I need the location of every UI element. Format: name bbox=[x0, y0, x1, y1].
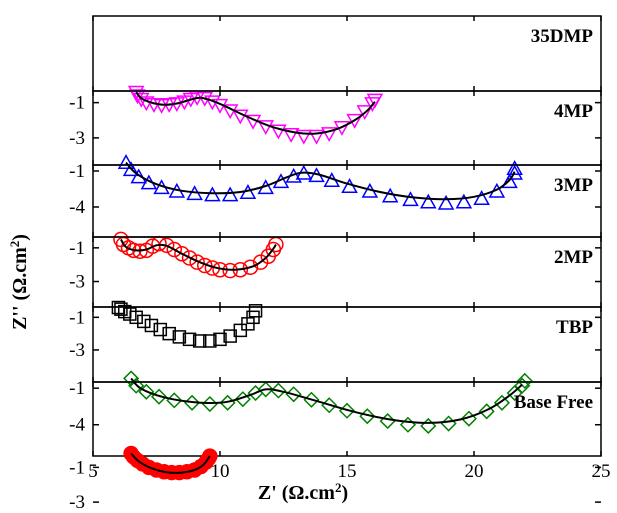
panel-frame bbox=[92, 164, 602, 238]
data-point bbox=[242, 259, 259, 275]
data-point bbox=[356, 105, 374, 120]
data-point bbox=[166, 241, 183, 258]
panel-2mp: -3 -1 2MP bbox=[69, 236, 602, 361]
panels-layer: -3-135DMP-4-14MP-3-13MP-3-12MP-4-1TBP-3-… bbox=[69, 15, 602, 513]
panel-frame bbox=[92, 90, 602, 166]
data-point bbox=[455, 193, 473, 209]
y-tick-label: -1 bbox=[69, 378, 85, 399]
y-tick-label: -3 bbox=[69, 272, 85, 293]
data-point bbox=[172, 330, 187, 344]
panel-3mp: -3 -1 3MP bbox=[69, 164, 602, 293]
data-point bbox=[285, 386, 302, 403]
data-point bbox=[201, 395, 218, 413]
data-point bbox=[129, 310, 143, 325]
x-tick-label: 5 bbox=[88, 461, 98, 482]
panel-label: 4MP bbox=[554, 101, 593, 122]
data-point bbox=[114, 302, 128, 316]
fit-line bbox=[135, 91, 376, 135]
data-point bbox=[473, 190, 490, 205]
y-tick-label: -1 bbox=[69, 161, 85, 182]
y-tick-label: -4 bbox=[69, 415, 85, 436]
data-point bbox=[174, 245, 190, 262]
panel-label: Base Free bbox=[514, 392, 593, 413]
data-point bbox=[501, 173, 518, 189]
panel-label: 2MP bbox=[554, 247, 593, 268]
data-point bbox=[420, 417, 437, 435]
panel-frame bbox=[92, 15, 602, 92]
data-point bbox=[122, 161, 140, 177]
y-axis-title: Z'' (Ω.cm2) bbox=[7, 234, 32, 330]
data-point bbox=[257, 120, 274, 135]
data-point bbox=[232, 109, 249, 125]
x-tick-label: 20 bbox=[465, 461, 484, 482]
data-point bbox=[183, 394, 201, 411]
data-point bbox=[221, 186, 239, 202]
data-point bbox=[295, 129, 313, 145]
data-point bbox=[270, 382, 287, 399]
data-point bbox=[366, 93, 384, 109]
data-point bbox=[129, 89, 146, 105]
panel-4mp: -4 -1 4MP bbox=[69, 90, 602, 218]
data-point bbox=[420, 193, 437, 209]
panel-label: 3MP bbox=[554, 175, 593, 196]
data-point bbox=[128, 377, 145, 394]
data-point bbox=[320, 127, 338, 143]
data-point bbox=[117, 154, 135, 169]
panel-label: TBP bbox=[556, 317, 593, 338]
x-tick-label: 10 bbox=[211, 461, 230, 482]
fit-line bbox=[130, 452, 211, 474]
data-point bbox=[137, 314, 151, 329]
data-point bbox=[204, 186, 221, 202]
data-point bbox=[402, 191, 419, 207]
panel-label: 35DMP bbox=[531, 26, 594, 47]
y-tick-label: -1 bbox=[69, 93, 85, 114]
y-tick-label: -3 bbox=[69, 128, 85, 149]
data-point bbox=[514, 377, 531, 394]
fit-line bbox=[125, 161, 516, 201]
data-point bbox=[478, 403, 495, 420]
y-tick-label: -1 bbox=[69, 238, 85, 259]
data-point bbox=[153, 98, 170, 114]
data-point bbox=[144, 318, 159, 333]
data-point bbox=[346, 113, 363, 129]
data-point bbox=[181, 250, 198, 266]
y-tick-label: -3 bbox=[69, 492, 85, 513]
data-point bbox=[248, 304, 263, 318]
data-point bbox=[437, 194, 455, 210]
x-tick-label: 25 bbox=[592, 461, 611, 482]
data-point bbox=[440, 415, 457, 432]
y-tick-label: -4 bbox=[69, 197, 85, 218]
y-tick-label: -3 bbox=[69, 340, 85, 361]
panel-base-free: -3 -1 Base Free bbox=[69, 381, 602, 513]
data-point bbox=[270, 124, 287, 140]
data-point bbox=[282, 128, 300, 143]
panel-tbp: -4 -1 TBP bbox=[69, 306, 602, 436]
data-point bbox=[123, 370, 140, 387]
data-point bbox=[506, 160, 523, 175]
data-point bbox=[493, 394, 511, 411]
fit-line bbox=[130, 377, 523, 424]
data-point bbox=[257, 381, 274, 398]
data-point bbox=[189, 254, 205, 270]
data-point bbox=[379, 413, 396, 430]
data-point bbox=[192, 334, 207, 348]
y-tick-label: -1 bbox=[69, 307, 85, 328]
data-point bbox=[213, 332, 227, 347]
data-point bbox=[203, 334, 217, 348]
panel-frame bbox=[92, 306, 602, 383]
data-point bbox=[308, 129, 325, 145]
x-axis: 5 10 15 20 25 bbox=[88, 461, 610, 482]
fit-line bbox=[120, 238, 277, 271]
data-point bbox=[153, 322, 168, 337]
y-tick-label: -1 bbox=[69, 457, 85, 478]
data-point bbox=[516, 372, 533, 389]
x-tick-label: 15 bbox=[338, 461, 357, 482]
data-point bbox=[162, 326, 176, 341]
panel-35dmp: -3 -1 35DMP bbox=[69, 15, 602, 149]
data-point bbox=[182, 332, 197, 347]
x-axis-title: Z' (Ω.cm2) bbox=[258, 480, 348, 505]
data-point bbox=[506, 164, 523, 180]
data-point bbox=[399, 416, 417, 433]
